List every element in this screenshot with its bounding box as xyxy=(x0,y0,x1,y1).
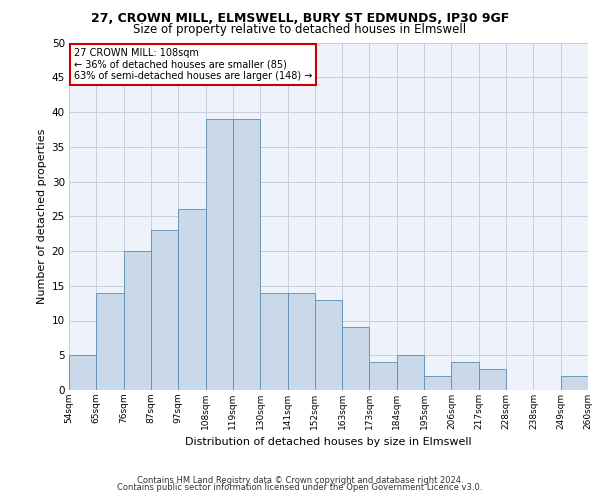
Bar xyxy=(151,230,178,390)
Bar xyxy=(97,292,124,390)
Text: Contains HM Land Registry data © Crown copyright and database right 2024.: Contains HM Land Registry data © Crown c… xyxy=(137,476,463,485)
Bar xyxy=(424,376,451,390)
Text: 27 CROWN MILL: 108sqm
← 36% of detached houses are smaller (85)
63% of semi-deta: 27 CROWN MILL: 108sqm ← 36% of detached … xyxy=(74,48,313,81)
Text: Contains public sector information licensed under the Open Government Licence v3: Contains public sector information licen… xyxy=(118,484,482,492)
Bar xyxy=(370,362,397,390)
Y-axis label: Number of detached properties: Number of detached properties xyxy=(37,128,47,304)
Text: Size of property relative to detached houses in Elmswell: Size of property relative to detached ho… xyxy=(133,22,467,36)
Bar xyxy=(397,355,424,390)
X-axis label: Distribution of detached houses by size in Elmswell: Distribution of detached houses by size … xyxy=(185,438,472,448)
Bar xyxy=(233,119,260,390)
Bar xyxy=(178,210,206,390)
Bar xyxy=(560,376,588,390)
Bar xyxy=(315,300,342,390)
Bar xyxy=(206,119,233,390)
Text: 27, CROWN MILL, ELMSWELL, BURY ST EDMUNDS, IP30 9GF: 27, CROWN MILL, ELMSWELL, BURY ST EDMUND… xyxy=(91,12,509,26)
Bar xyxy=(69,355,97,390)
Bar xyxy=(260,292,287,390)
Bar xyxy=(124,251,151,390)
Bar xyxy=(451,362,479,390)
Bar xyxy=(342,328,370,390)
Bar xyxy=(479,369,506,390)
Bar xyxy=(287,292,315,390)
